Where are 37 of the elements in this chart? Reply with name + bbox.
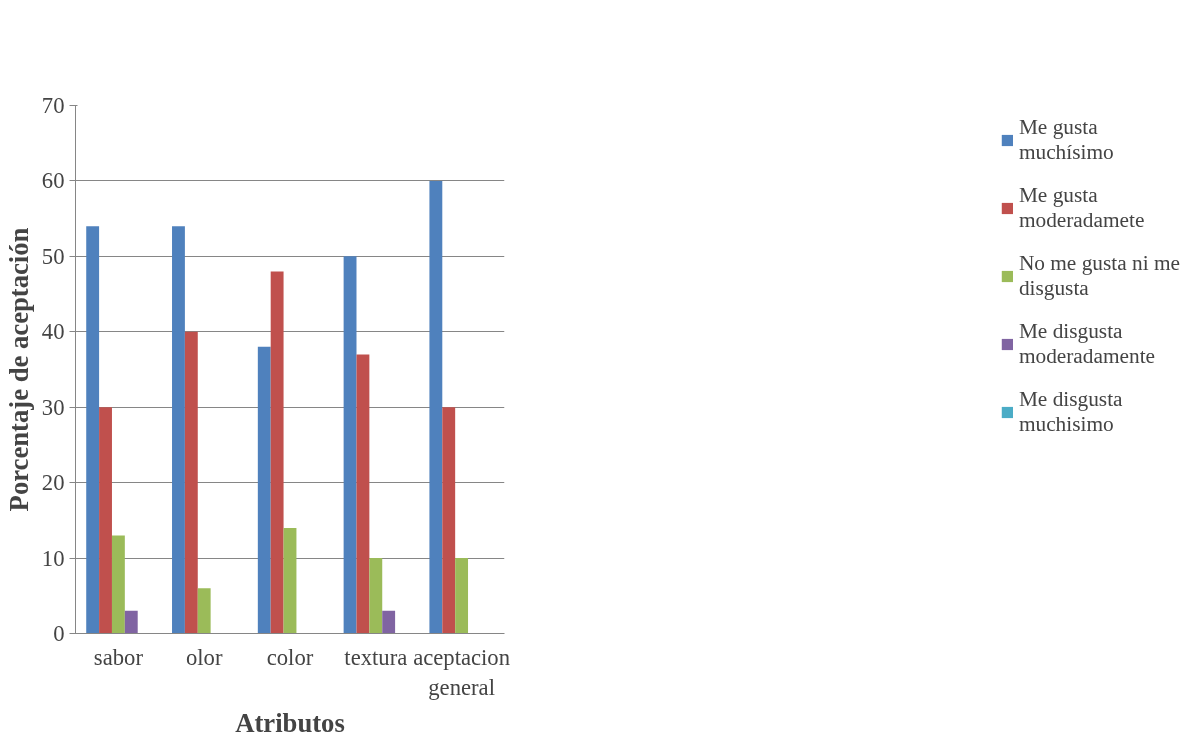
y-tick-label: 50 (41, 243, 65, 269)
bar (111, 535, 125, 634)
bar (184, 331, 198, 634)
x-tick-label: sabor (93, 644, 144, 670)
bar (124, 610, 138, 634)
y-tick-label: 40 (41, 319, 65, 345)
bar (197, 588, 211, 634)
bar (257, 346, 271, 634)
bar (86, 226, 100, 634)
bar (382, 610, 396, 634)
x-axis-title: Atributos (235, 707, 345, 738)
bar (270, 271, 284, 634)
y-tick-label: 10 (41, 545, 65, 571)
legend-label: Me gusta muchísimo (1018, 115, 1114, 165)
bar (283, 527, 297, 634)
bar (356, 354, 370, 634)
bar (442, 407, 456, 634)
bar (99, 407, 112, 634)
y-tick-label: 0 (53, 621, 65, 646)
legend-label: No me gusta ni me disgusta (1018, 251, 1180, 301)
y-tick-label: 30 (41, 394, 65, 420)
x-tick-label: aceptacion general (413, 644, 511, 700)
y-axis-title: Porcentaje de aceptación (3, 227, 34, 512)
x-tick-label: color (266, 644, 314, 670)
y-tick-label: 20 (41, 470, 65, 496)
legend-label: Me disgusta muchisimo (1018, 387, 1123, 437)
legend-label: Me disgusta moderadamente (1018, 319, 1156, 369)
x-tick-label: textura (344, 644, 408, 670)
x-tick-label: olor (185, 644, 223, 670)
bar (455, 558, 469, 634)
legend-label: Me gusta moderadamete (1018, 183, 1145, 233)
bar (343, 256, 357, 634)
y-tick-label: 70 (41, 93, 65, 118)
bar (172, 226, 185, 634)
bar (369, 558, 383, 634)
y-tick-label: 60 (41, 168, 65, 194)
bar (429, 180, 443, 634)
